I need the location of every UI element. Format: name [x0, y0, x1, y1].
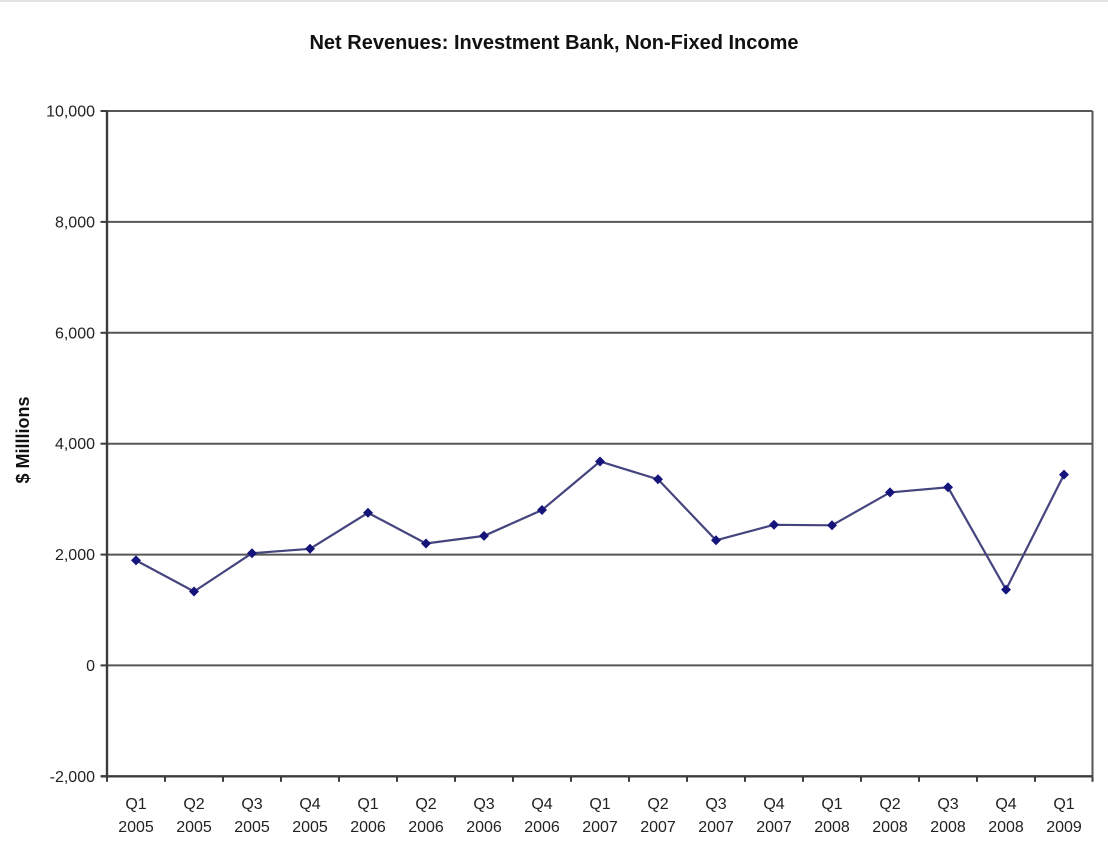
svg-text:2005: 2005: [234, 819, 270, 836]
svg-text:Q3: Q3: [937, 796, 958, 813]
svg-text:2008: 2008: [930, 819, 966, 836]
svg-text:2006: 2006: [466, 819, 502, 836]
svg-text:2008: 2008: [988, 819, 1024, 836]
svg-text:Q2: Q2: [183, 796, 204, 813]
svg-text:2006: 2006: [408, 819, 444, 836]
svg-text:Q3: Q3: [705, 796, 726, 813]
svg-text:2009: 2009: [1046, 819, 1082, 836]
svg-text:Q4: Q4: [531, 796, 552, 813]
svg-text:Q3: Q3: [473, 796, 494, 813]
svg-text:Q3: Q3: [241, 796, 262, 813]
svg-text:Net Revenues: Investment Bank,: Net Revenues: Investment Bank, Non-Fixed…: [309, 32, 798, 54]
svg-text:2005: 2005: [292, 819, 328, 836]
svg-text:2006: 2006: [350, 819, 386, 836]
svg-text:2007: 2007: [582, 819, 618, 836]
svg-text:2,000: 2,000: [55, 547, 95, 564]
svg-text:2008: 2008: [814, 819, 850, 836]
svg-text:Q2: Q2: [415, 796, 436, 813]
svg-text:2007: 2007: [756, 819, 792, 836]
svg-text:10,000: 10,000: [46, 104, 95, 121]
svg-text:0: 0: [86, 658, 95, 675]
svg-text:Q4: Q4: [995, 796, 1016, 813]
svg-text:2005: 2005: [176, 819, 212, 836]
svg-text:2007: 2007: [698, 819, 734, 836]
svg-text:$ Milllions: $ Milllions: [13, 396, 33, 483]
svg-text:8,000: 8,000: [55, 214, 95, 231]
svg-text:Q2: Q2: [879, 796, 900, 813]
svg-text:Q4: Q4: [763, 796, 784, 813]
svg-text:Q1: Q1: [1053, 796, 1074, 813]
svg-text:2006: 2006: [524, 819, 560, 836]
svg-text:Q2: Q2: [647, 796, 668, 813]
svg-text:2007: 2007: [640, 819, 676, 836]
svg-text:4,000: 4,000: [55, 436, 95, 453]
svg-text:6,000: 6,000: [55, 325, 95, 342]
svg-text:2005: 2005: [118, 819, 154, 836]
svg-text:-2,000: -2,000: [50, 769, 95, 786]
svg-text:Q1: Q1: [357, 796, 378, 813]
svg-text:2008: 2008: [872, 819, 908, 836]
svg-text:Q1: Q1: [125, 796, 146, 813]
svg-text:Q1: Q1: [589, 796, 610, 813]
svg-text:Q4: Q4: [299, 796, 320, 813]
svg-text:Q1: Q1: [821, 796, 842, 813]
